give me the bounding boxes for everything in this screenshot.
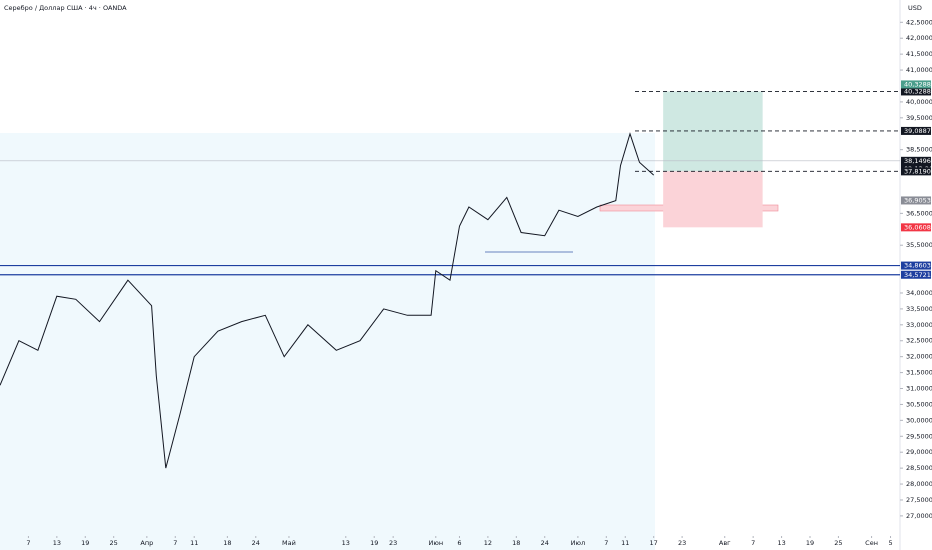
y-tick-label: 36,50000: [906, 209, 932, 217]
y-tick-label: 32,00000: [906, 353, 932, 361]
x-tick-label: 13: [53, 539, 61, 547]
x-tick-label: 19: [370, 539, 378, 547]
x-tick-label: 13: [342, 539, 350, 547]
x-tick-label: 6: [457, 539, 461, 547]
x-tick-label: 11: [621, 539, 629, 547]
x-tick-label: 18: [512, 539, 520, 547]
y-tick-label: 33,00000: [906, 321, 932, 329]
y-tick-label: 41,50000: [906, 50, 932, 58]
price-tag-label: 38,14965: [904, 157, 932, 165]
y-tick-label: 27,50000: [906, 496, 932, 504]
price-tag: [901, 87, 931, 96]
x-tick-label: Авг: [719, 539, 731, 547]
price-tag-label: 39,08870: [904, 127, 932, 135]
x-tick-label: Май: [282, 539, 296, 547]
x-tick-label: 24: [252, 539, 260, 547]
x-tick-label: 19: [81, 539, 89, 547]
y-tick-label: 41,00000: [906, 66, 932, 74]
x-tick-label: 18: [223, 539, 231, 547]
y-tick-label: 28,50000: [906, 464, 932, 472]
x-tick-label: 13: [777, 539, 785, 547]
y-tick-label: 29,00000: [906, 448, 932, 456]
price-tag-label: 36,90532: [904, 196, 932, 204]
price-line: [0, 132, 655, 469]
x-tick-label: 5: [888, 539, 892, 547]
x-tick-label: Апр: [140, 539, 153, 547]
x-tick-label: 23: [678, 539, 686, 547]
y-tick-label: 35,50000: [906, 241, 932, 249]
y-tick-label: 31,50000: [906, 369, 932, 377]
price-tag: [901, 126, 931, 135]
x-tick-label: 24: [541, 539, 549, 547]
y-tick-label: 34,00000: [906, 289, 932, 297]
price-tag: [901, 223, 931, 232]
x-tick-label: 7: [26, 539, 30, 547]
target-tag: [901, 80, 931, 89]
y-tick-label: 27,00000: [906, 512, 932, 520]
price-tag: [901, 167, 931, 176]
loss-zone: [663, 171, 763, 228]
chart-title: Серебро / Доллар США · 4ч · OANDA: [4, 4, 127, 12]
price-tag: [901, 261, 931, 270]
y-tick-label: 42,50000: [906, 18, 932, 26]
y-tick-label: 29,50000: [906, 432, 932, 440]
y-tick-label: 38,50000: [906, 146, 932, 154]
x-tick-label: 7: [751, 539, 755, 547]
x-tick-label: 25: [110, 539, 118, 547]
x-tick-label: 7: [604, 539, 608, 547]
y-tick-label: 30,00000: [906, 416, 932, 424]
x-tick-label: 19: [806, 539, 814, 547]
y-tick-label: 32,50000: [906, 337, 932, 345]
y-tick-label: 40,00000: [906, 98, 932, 106]
y-tick-label: 28,00000: [906, 480, 932, 488]
price-tag-label: 34,57216: [904, 271, 932, 279]
x-tick-label: Июн: [428, 539, 443, 547]
price-tag: [901, 196, 931, 205]
x-tick-label: 23: [389, 539, 397, 547]
x-tick-label: 7: [173, 539, 177, 547]
price-tag-label: 40,32881: [904, 87, 932, 95]
target-tag-label: 40,32881: [904, 80, 932, 88]
y-tick-label: 39,50000: [906, 114, 932, 122]
session-zone: [0, 133, 655, 550]
price-tag-label: 34,86035: [904, 262, 932, 270]
x-tick-label: 11: [190, 539, 198, 547]
y-tick-label: 31,00000: [906, 385, 932, 393]
x-tick-label: 25: [834, 539, 842, 547]
y-tick-label: 30,50000: [906, 400, 932, 408]
currency: USD: [908, 4, 922, 12]
x-tick-label: 12: [484, 539, 492, 547]
x-tick-label: 17: [650, 539, 658, 547]
price-tag-label: 36,06088: [904, 223, 932, 231]
profit-zone: [663, 91, 763, 172]
y-tick-label: 33,50000: [906, 305, 932, 313]
x-tick-label: Июл: [571, 539, 586, 547]
y-tick-label: 42,00000: [906, 34, 932, 42]
price-tag: [901, 270, 931, 279]
x-tick-label: Сен: [865, 539, 878, 547]
price-tag-label: 37,81907: [904, 167, 932, 175]
